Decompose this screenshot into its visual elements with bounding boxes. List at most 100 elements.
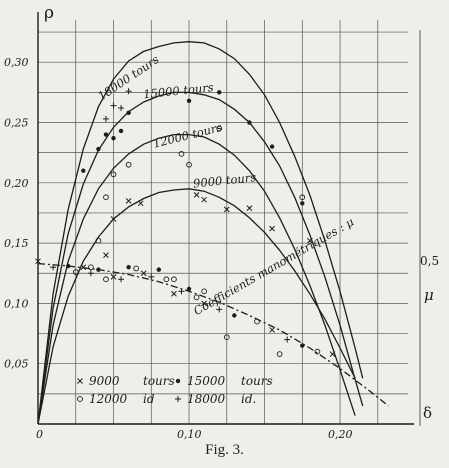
- marker-stroke: [223, 206, 230, 213]
- marker-dot: [126, 110, 131, 116]
- data-point: [140, 270, 147, 277]
- marker-stroke: [80, 264, 87, 271]
- data-point: [269, 327, 275, 333]
- marker-stroke: [103, 252, 109, 259]
- marker-circle: [125, 161, 132, 168]
- data-point: [81, 168, 86, 173]
- marker-circle: [299, 194, 306, 201]
- series-line: [37, 91, 364, 425]
- series-line: [37, 133, 356, 425]
- data-point: [171, 290, 177, 297]
- y-tick-label: 0,20: [4, 177, 29, 190]
- data-point: [103, 276, 109, 283]
- marker-dot: [269, 144, 275, 149]
- marker-stroke: [110, 274, 117, 280]
- data-point: [306, 237, 313, 244]
- series-3: [37, 188, 356, 425]
- data-point: [125, 198, 132, 204]
- data-point: [300, 343, 305, 348]
- marker-circle: [163, 276, 170, 283]
- marker-circle: [72, 269, 79, 275]
- data-point: [171, 276, 177, 283]
- data-point: [186, 98, 192, 104]
- marker-stroke: [193, 192, 200, 198]
- y-tick-label: 0,25: [4, 117, 29, 130]
- data-point: [186, 286, 192, 292]
- series-line: [37, 188, 356, 425]
- data-point: [50, 264, 57, 271]
- marker-dot: [300, 343, 305, 348]
- data-point: [72, 269, 79, 275]
- marker-circle: [103, 276, 109, 283]
- legend-unit: id.: [241, 392, 256, 406]
- data-point: [163, 276, 170, 283]
- marker-circle: [276, 351, 283, 357]
- y2-axis-label: μ: [424, 286, 434, 304]
- data-point: [133, 265, 140, 272]
- marker-circle: [133, 265, 140, 272]
- marker-circle: [171, 276, 177, 283]
- y-tick-label: 0,30: [4, 56, 29, 69]
- y-tick-label: 0,10: [4, 297, 29, 310]
- legend-marker: [175, 378, 181, 384]
- data-point: [193, 192, 200, 198]
- data-point: [232, 313, 237, 318]
- marker-dot: [111, 135, 116, 141]
- data-point: [80, 264, 87, 271]
- data-point: [110, 274, 117, 280]
- marker-dot: [103, 132, 109, 137]
- data-point: [246, 205, 253, 211]
- data-point: [201, 300, 207, 307]
- marker-circle: [110, 171, 117, 178]
- data-point: [269, 144, 275, 149]
- legend-label: 9000: [89, 374, 120, 388]
- data-point: [103, 194, 109, 201]
- marker-circle: [314, 348, 321, 355]
- data-point: [66, 263, 71, 269]
- data-point: [148, 273, 155, 280]
- marker-dot: [247, 120, 252, 125]
- marker-circle: [178, 151, 185, 157]
- marker-dot: [300, 201, 305, 206]
- data-point: [88, 264, 94, 271]
- marker-dot: [81, 168, 86, 173]
- marker-dot: [156, 267, 162, 272]
- data-point: [276, 351, 283, 357]
- marker-stroke: [246, 205, 253, 211]
- data-point: [178, 288, 185, 295]
- data-point: [156, 267, 162, 272]
- marker-stroke: [171, 290, 177, 297]
- data-point: [118, 276, 125, 283]
- data-point: [96, 146, 101, 152]
- marker-dot: [96, 267, 101, 272]
- legend-label: 12000: [89, 392, 128, 406]
- marker-stroke: [125, 198, 132, 204]
- marker-stroke: [140, 270, 147, 277]
- x-tick-label: 0,10: [177, 428, 202, 441]
- marker-stroke: [201, 300, 207, 307]
- marker-dot: [118, 128, 124, 134]
- marker-dot: [186, 286, 192, 292]
- marker-circle: [103, 194, 109, 201]
- data-point: [186, 161, 192, 168]
- data-point: [35, 258, 41, 265]
- marker-stroke: [269, 225, 275, 232]
- data-point: [216, 125, 223, 132]
- data-point: [247, 120, 252, 125]
- data-point: [96, 267, 101, 272]
- data-point: [223, 334, 230, 341]
- data-point: [87, 270, 94, 277]
- data-point: [178, 151, 185, 157]
- legend-marker: [175, 396, 181, 402]
- data-point: [110, 171, 117, 178]
- marker-circle: [186, 161, 192, 168]
- data-point: [118, 128, 124, 134]
- y2-tick-label: 0,5: [420, 254, 439, 268]
- data-point: [125, 161, 132, 168]
- series-label: 12000 tours: [152, 120, 224, 151]
- legend-unit: tours: [241, 374, 273, 388]
- series-0: [37, 41, 364, 425]
- data-point: [284, 336, 291, 343]
- legend-unit: id: [143, 392, 155, 406]
